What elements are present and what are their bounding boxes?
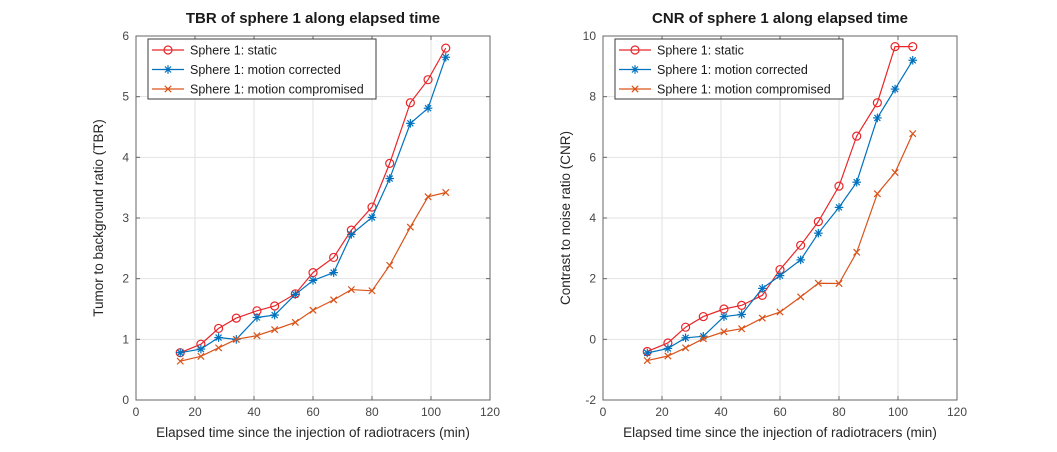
y-tick-label: 6 [122,29,129,43]
series-x [643,130,917,365]
chart-title: TBR of sphere 1 along elapsed time [186,10,440,27]
legend-item: Sphere 1: motion compromised [619,83,831,97]
y-axis-label: Tumor to background ratio (TBR) [91,119,106,317]
legend-label: Sphere 1: motion corrected [657,63,808,77]
y-tick-label: 8 [589,90,596,104]
legend-item: Sphere 1: motion compromised [152,83,364,97]
x-tick-label: 20 [188,405,202,419]
x-tick-label: 80 [365,405,379,419]
legend: Sphere 1: static Sphere 1: motion correct… [147,38,377,100]
x-tick-label: 120 [480,405,500,419]
x-tick-label: 0 [600,405,607,419]
cnr-chart: 0 20 40 60 80 100 120 -2 0 2 4 6 8 10 CNR of sphere 1 … [558,10,967,440]
legend-item: Sphere 1: static [152,44,277,58]
legend-item: Sphere 1: static [619,44,744,58]
legend-label: Sphere 1: motion corrected [190,63,341,77]
legend-label: Sphere 1: static [657,44,744,58]
x-axis-label: Elapsed time since the injection of radi… [623,425,937,440]
y-tick-label: 2 [589,272,596,286]
x-tick-label: 100 [888,405,908,419]
legend: Sphere 1: static Sphere 1: motion correct… [614,38,844,100]
series-asterisk [642,55,918,358]
x-tick-label: 60 [306,405,320,419]
x-axis-label: Elapsed time since the injection of radi… [156,425,470,440]
y-tick-label: 0 [589,332,596,346]
legend-item: Sphere 1: motion corrected [152,63,341,77]
tbr-chart: 0 20 40 60 80 100 120 0 1 2 3 4 5 6 TBR of sphere 1 al… [91,10,500,440]
x-tick-label: 0 [133,405,140,419]
tick-marks [135,35,491,401]
y-axis-label: Contrast to noise ratio (CNR) [558,131,573,305]
y-tick-label: 0 [122,393,129,407]
y-tick-label: -2 [585,393,596,407]
y-tick-label: 3 [122,211,129,225]
series-x [176,188,450,365]
x-tick-label: 60 [773,405,787,419]
tick-marks [602,35,958,401]
legend-label: Sphere 1: motion compromised [657,83,831,97]
x-tick-label: 40 [714,405,728,419]
x-tick-label: 20 [655,405,669,419]
legend-label: Sphere 1: static [190,44,277,58]
y-tick-label: 2 [122,272,129,286]
y-tick-label: 4 [589,211,596,225]
y-tick-label: 1 [122,332,129,346]
x-tick-label: 120 [947,405,967,419]
x-tick-label: 80 [832,405,846,419]
y-tick-label: 5 [122,90,129,104]
x-tick-label: 40 [247,405,261,419]
series-asterisk [175,52,451,357]
legend-label: Sphere 1: motion compromised [190,83,364,97]
y-tick-label: 4 [122,150,129,164]
y-tick-label: 6 [589,150,596,164]
chart-title: CNR of sphere 1 along elapsed time [652,10,908,27]
x-tick-label: 100 [421,405,441,419]
y-tick-label: 10 [583,29,597,43]
legend-item: Sphere 1: motion corrected [619,63,808,77]
